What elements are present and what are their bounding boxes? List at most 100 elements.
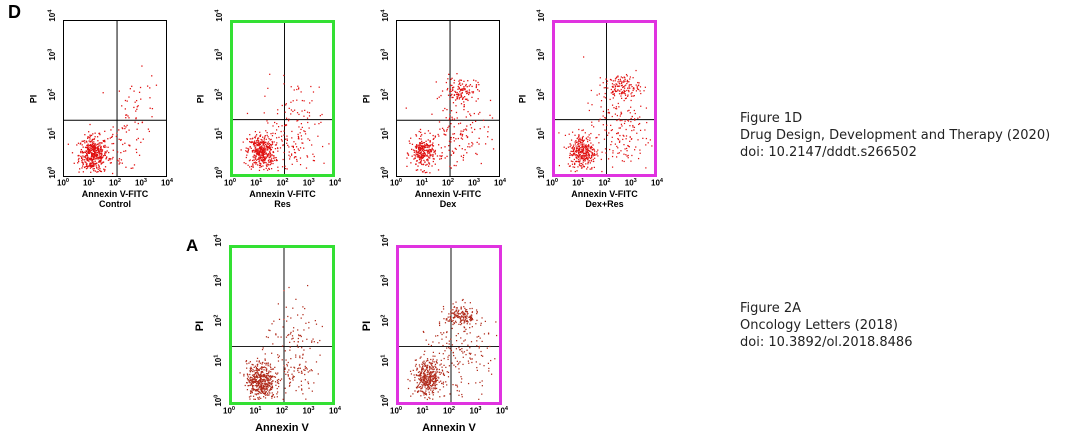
x-axis-label-res: Annexin V-FITC	[249, 189, 316, 199]
x-tick-label: 102	[276, 406, 289, 416]
x-tick-label: 104	[329, 178, 342, 188]
scatter-plot-control	[63, 20, 167, 177]
y-tick-label: 103	[380, 48, 390, 61]
x-tick-label: 102	[442, 178, 455, 188]
y-tick-label: 100	[536, 166, 546, 179]
condition-label-dexres: Dex+Res	[585, 199, 624, 209]
y-tick-label: 100	[213, 394, 223, 407]
caption-2a-journal: Oncology Letters (2018)	[740, 318, 898, 333]
y-tick-label: 103	[213, 274, 223, 287]
y-tick-label: 100	[380, 394, 390, 407]
y-tick-label: 103	[214, 48, 224, 61]
x-tick-label: 102	[443, 406, 456, 416]
y-axis-label-a2: PI	[361, 320, 374, 332]
scatter-plot-dex	[396, 20, 500, 177]
event-dots	[67, 65, 158, 175]
figure-a-letter: A	[186, 236, 199, 255]
x-tick-label: 104	[494, 178, 507, 188]
y-axis-label-control: PI	[28, 94, 39, 104]
scatter-plot-a1	[229, 245, 335, 405]
x-tick-label: 100	[223, 406, 236, 416]
x-axis-label-a1: Annexin V	[255, 422, 309, 434]
y-tick-label: 101	[380, 127, 390, 140]
y-axis-label-dexres: PI	[517, 94, 528, 104]
y-tick-label: 101	[380, 354, 390, 367]
x-tick-label: 104	[496, 406, 509, 416]
event-dots	[239, 284, 323, 400]
x-tick-label: 100	[57, 178, 70, 188]
y-axis-label-dex: PI	[361, 94, 372, 104]
x-tick-label: 103	[302, 406, 315, 416]
x-tick-label: 104	[329, 406, 342, 416]
x-tick-label: 104	[651, 178, 664, 188]
y-tick-label: 103	[536, 48, 546, 61]
y-tick-label: 102	[214, 88, 224, 101]
y-tick-label: 104	[380, 234, 390, 247]
x-tick-label: 100	[546, 178, 559, 188]
x-tick-label: 101	[416, 178, 429, 188]
x-tick-label: 101	[250, 178, 263, 188]
y-tick-label: 103	[47, 48, 57, 61]
x-tick-label: 101	[249, 406, 262, 416]
y-tick-label: 100	[214, 166, 224, 179]
y-tick-label: 103	[380, 274, 390, 287]
event-dots	[558, 56, 653, 173]
y-tick-label: 101	[213, 354, 223, 367]
caption-2a-doi: doi: 10.3892/ol.2018.8486	[740, 335, 913, 350]
x-tick-label: 103	[302, 178, 315, 188]
x-tick-label: 103	[135, 178, 148, 188]
scatter-svg-a1	[232, 248, 332, 402]
x-tick-label: 100	[224, 178, 237, 188]
x-tick-label: 102	[109, 178, 122, 188]
x-axis-label-a2: Annexin V	[422, 422, 476, 434]
y-tick-label: 100	[47, 166, 57, 179]
x-tick-label: 101	[83, 178, 96, 188]
scatter-plot-a2	[396, 245, 502, 405]
caption-figure-2a: Figure 2A Oncology Letters (2018) doi: 1…	[740, 300, 912, 351]
caption-2a-title: Figure 2A	[740, 301, 801, 316]
y-tick-label: 104	[213, 234, 223, 247]
scatter-svg-dex	[397, 21, 499, 176]
y-tick-label: 104	[536, 9, 546, 22]
event-dots	[407, 298, 498, 401]
figure-d-letter: D	[8, 2, 21, 22]
x-axis-label-control: Annexin V-FITC	[81, 189, 149, 199]
caption-figure-1d: Figure 1D Drug Design, Development and T…	[740, 110, 1050, 161]
scatter-svg-control	[64, 21, 166, 176]
y-tick-label: 101	[536, 127, 546, 140]
y-tick-label: 102	[380, 314, 390, 327]
x-tick-label: 103	[624, 178, 637, 188]
y-tick-label: 102	[536, 88, 546, 101]
event-dots	[405, 73, 495, 174]
condition-label-dex: Dex	[439, 199, 457, 209]
x-tick-label: 103	[469, 406, 482, 416]
caption-1d-doi: doi: 10.2147/dddt.s266502	[740, 145, 917, 160]
x-tick-label: 100	[390, 406, 403, 416]
caption-1d-journal: Drug Design, Development and Therapy (20…	[740, 128, 1051, 143]
condition-label-control: Control	[99, 199, 131, 209]
scatter-plot-dexres	[552, 20, 657, 177]
x-tick-label: 101	[572, 178, 585, 188]
y-tick-label: 104	[214, 9, 224, 22]
condition-label-res: Res	[274, 199, 291, 209]
x-tick-label: 102	[598, 178, 611, 188]
y-axis-label-a1: PI	[194, 320, 207, 332]
y-tick-label: 100	[380, 166, 390, 179]
x-axis-label-dexres: Annexin V-FITC	[571, 189, 638, 199]
event-dots	[240, 73, 330, 172]
x-tick-label: 104	[161, 178, 174, 188]
y-axis-label-res: PI	[195, 94, 206, 104]
scatter-svg-res	[233, 23, 332, 174]
y-tick-label: 104	[47, 9, 57, 22]
x-tick-label: 103	[468, 178, 481, 188]
y-tick-label: 102	[213, 314, 223, 327]
y-tick-label: 102	[47, 88, 57, 101]
x-tick-label: 102	[276, 178, 289, 188]
scatter-plot-res	[230, 20, 335, 177]
y-tick-label: 101	[214, 127, 224, 140]
y-tick-label: 101	[47, 127, 57, 140]
scatter-svg-dexres	[555, 23, 654, 174]
y-tick-label: 102	[380, 88, 390, 101]
x-axis-label-dex: Annexin V-FITC	[414, 189, 482, 199]
x-tick-label: 101	[416, 406, 429, 416]
